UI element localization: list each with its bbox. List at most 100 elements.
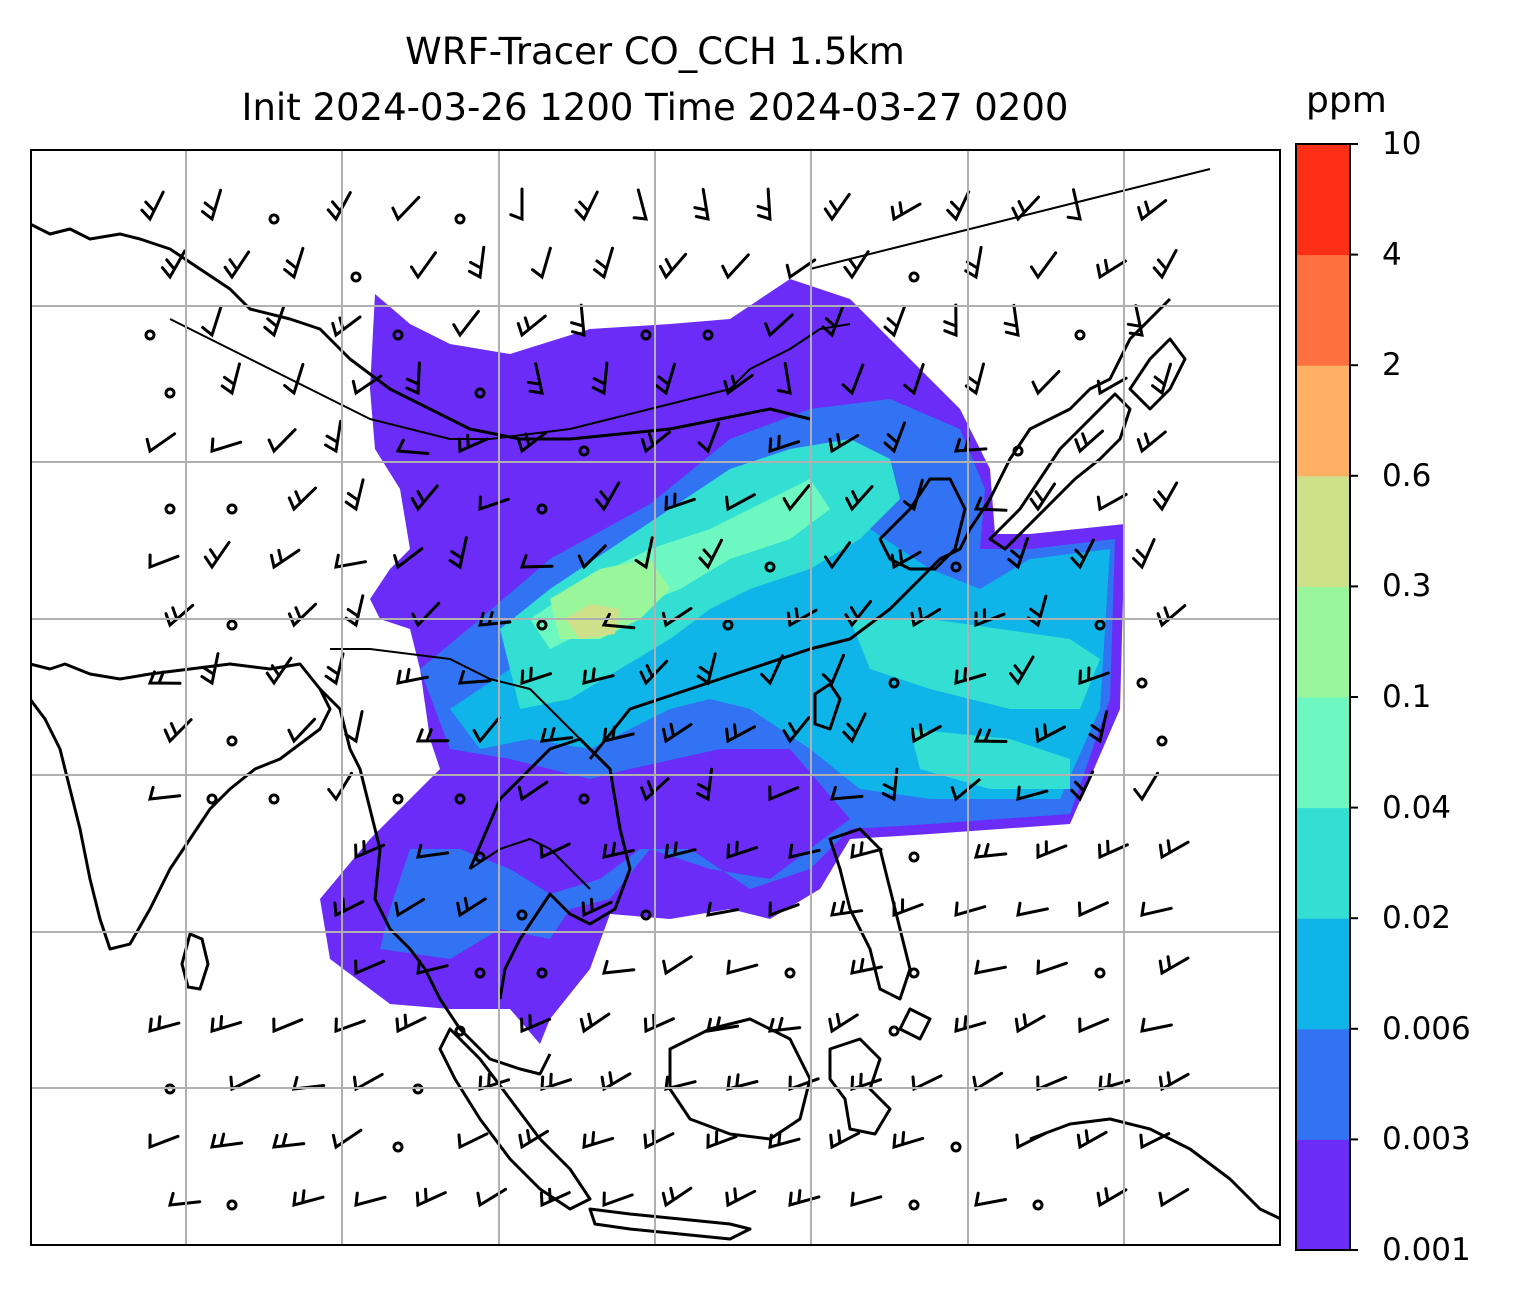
wind-barb — [768, 785, 800, 802]
calm-wind-marker — [1094, 619, 1106, 631]
wind-barb — [579, 1012, 611, 1034]
wind-barb — [785, 258, 817, 280]
calm-wind-marker — [474, 851, 486, 863]
wind-barb — [964, 362, 985, 396]
calm-wind-marker — [474, 967, 486, 979]
wind-barb — [405, 361, 421, 396]
calm-wind-marker — [888, 677, 900, 689]
wind-barb — [602, 841, 635, 859]
colorbar-bin — [1296, 586, 1350, 698]
coastline-new-guinea — [1029, 1117, 1281, 1221]
calm-wind-marker — [454, 1025, 466, 1037]
wind-barb — [531, 246, 552, 280]
calm-wind-marker — [474, 387, 486, 399]
wind-barb — [1030, 251, 1058, 280]
wind-barb — [1096, 492, 1128, 512]
wind-barb — [1136, 430, 1167, 454]
wind-barb — [776, 361, 792, 395]
calm-wind-marker — [784, 967, 796, 979]
wind-barb — [1016, 901, 1049, 917]
wind-barb — [973, 843, 1008, 859]
calm-wind-marker — [226, 503, 238, 515]
wind-barb — [410, 251, 437, 280]
wind-barb — [821, 305, 845, 338]
wind-barb — [632, 188, 649, 221]
colorbar-bin — [1296, 1028, 1350, 1140]
calm-wind-marker — [536, 503, 548, 515]
wind-barb — [394, 897, 426, 918]
colorbar-bin — [1296, 144, 1350, 256]
plume-level-0.3 — [565, 604, 620, 639]
wind-barb — [881, 767, 899, 802]
calm-wind-marker — [536, 967, 548, 979]
wind-barb — [883, 421, 906, 454]
wind-barb — [457, 1132, 489, 1150]
calm-wind-marker — [908, 851, 920, 863]
wind-barb — [457, 670, 492, 685]
wind-barb — [695, 767, 713, 802]
wind-barb — [582, 667, 615, 685]
wind-barb — [263, 305, 286, 338]
wind-barb — [1035, 723, 1066, 744]
wind-barb — [1029, 482, 1056, 512]
wind-barb — [520, 1014, 552, 1034]
border-russia — [809, 168, 1211, 270]
wind-barb — [415, 728, 450, 743]
coastline-west-coast — [30, 222, 811, 441]
wind-barb — [324, 419, 343, 454]
wind-barb — [526, 362, 544, 395]
wind-barb — [457, 433, 489, 454]
wind-barb — [1007, 537, 1029, 570]
wind-barb — [768, 901, 800, 918]
lat-lon-grid — [30, 149, 1281, 1246]
wind-barb — [1158, 1188, 1190, 1208]
wind-barb — [271, 1132, 306, 1149]
wind-barb — [517, 780, 549, 802]
wind-barb — [333, 897, 365, 918]
wind-barb — [760, 654, 784, 686]
wind-barb — [725, 723, 756, 744]
coastline-india — [30, 662, 332, 951]
wind-barb — [267, 428, 297, 454]
calm-wind-marker — [206, 793, 218, 805]
wind-barb — [201, 304, 223, 338]
wind-barb — [1126, 304, 1144, 337]
wind-barb — [1070, 770, 1095, 802]
wind-barb — [272, 1017, 304, 1034]
map-title: WRF-Tracer CO_CCH 1.5km — [405, 30, 905, 73]
calm-wind-marker — [1032, 1199, 1044, 1211]
calm-wind-marker — [1074, 329, 1086, 341]
wind-barb — [943, 303, 958, 338]
colorbar-bin — [1296, 365, 1350, 477]
wind-barb — [472, 716, 501, 744]
wind-barb — [148, 553, 180, 570]
wind-barb — [167, 1191, 202, 1207]
wind-barb — [890, 201, 922, 222]
wind-barb — [1036, 840, 1068, 860]
wind-barb — [1152, 249, 1178, 280]
wind-barb — [664, 492, 696, 512]
wind-barb — [324, 652, 345, 686]
calm-wind-marker — [536, 619, 548, 631]
wind-barb — [344, 594, 365, 628]
wind-barb — [1137, 199, 1168, 222]
wind-barb — [903, 478, 924, 512]
wind-barb — [828, 433, 860, 454]
border-china-south — [330, 648, 591, 750]
calm-wind-marker — [164, 387, 176, 399]
wind-barb — [574, 190, 599, 222]
wind-barb — [411, 601, 441, 628]
wind-barb — [1031, 370, 1061, 396]
coastline-taiwan — [813, 682, 842, 731]
wind-barb — [326, 191, 352, 222]
wind-barb — [782, 484, 811, 512]
wind-barb — [662, 722, 693, 744]
wind-barb — [160, 249, 187, 280]
wind-barb — [601, 612, 636, 630]
calm-wind-marker — [350, 271, 362, 283]
wind-barb — [726, 959, 759, 976]
wind-barb — [581, 897, 613, 918]
wind-barb — [220, 362, 241, 396]
wind-barb — [903, 363, 925, 396]
wind-barb — [287, 486, 317, 512]
